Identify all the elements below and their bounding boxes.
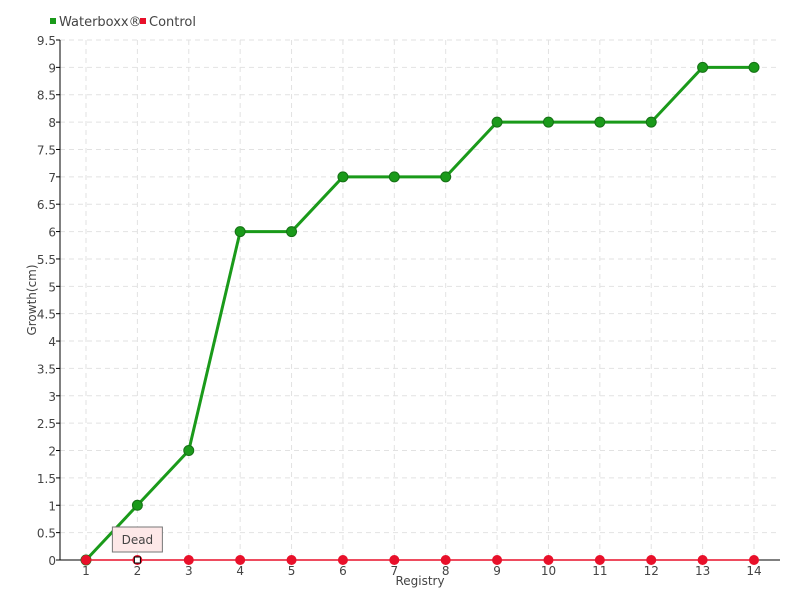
data-point xyxy=(646,555,657,565)
x-tick-label: 1 xyxy=(82,564,90,578)
data-point xyxy=(542,116,554,128)
y-tick-label: 4.5 xyxy=(37,308,56,322)
data-point xyxy=(440,171,452,183)
y-tick-label: 2 xyxy=(48,445,56,459)
x-tick-label: 7 xyxy=(390,564,398,578)
x-tick-label: 6 xyxy=(339,564,347,578)
y-tick-label: 9.5 xyxy=(37,34,56,48)
hover-marker xyxy=(133,556,141,564)
legend-label: Control xyxy=(149,15,196,30)
x-tick-label: 4 xyxy=(236,564,244,578)
y-tick-label: 6.5 xyxy=(37,198,56,212)
data-point xyxy=(491,116,503,128)
data-point xyxy=(389,555,400,565)
y-tick-label: 0 xyxy=(48,554,56,568)
data-point xyxy=(337,555,348,565)
y-tick-label: 0.5 xyxy=(37,527,56,541)
y-tick-label: 8 xyxy=(48,116,56,130)
x-tick-label: 3 xyxy=(185,564,193,578)
y-tick-label: 2.5 xyxy=(37,417,56,431)
x-tick-label: 8 xyxy=(442,564,450,578)
data-point xyxy=(543,555,554,565)
data-point xyxy=(131,499,143,511)
data-point xyxy=(748,61,760,73)
data-point xyxy=(492,555,503,565)
data-point xyxy=(645,116,657,128)
x-tick-label: 14 xyxy=(746,564,761,578)
x-axis-label: Registry xyxy=(395,574,444,588)
y-tick-label: 3 xyxy=(48,390,56,404)
y-tick-label: 8.5 xyxy=(37,89,56,103)
series-line xyxy=(84,65,754,562)
y-tick-label: 5 xyxy=(48,280,56,294)
data-point xyxy=(697,555,708,565)
y-tick-label: 4 xyxy=(48,335,56,349)
tooltip-box xyxy=(111,526,163,553)
data-point xyxy=(594,116,606,128)
data-point xyxy=(286,555,297,565)
data-point xyxy=(749,555,759,565)
y-tick-label: 1.5 xyxy=(37,472,56,486)
y-tick-label: 3.5 xyxy=(37,362,56,376)
data-point xyxy=(697,61,709,73)
data-point xyxy=(234,226,246,238)
y-tick-label: 7 xyxy=(48,171,56,185)
x-tick-label: 10 xyxy=(541,564,556,578)
data-point xyxy=(388,171,400,183)
y-tick-label: 7.5 xyxy=(37,143,56,157)
x-tick-label: 2 xyxy=(134,564,142,578)
x-tick-label: 11 xyxy=(592,564,607,578)
data-point xyxy=(183,445,195,457)
data-point xyxy=(594,555,605,565)
data-point xyxy=(81,555,91,565)
y-tick-label: 9 xyxy=(48,61,56,75)
x-tick-label: 9 xyxy=(493,564,501,578)
tooltip-text: Dead xyxy=(122,533,154,547)
x-tick-label: 12 xyxy=(644,564,659,578)
data-point xyxy=(235,555,246,565)
data-point xyxy=(286,226,298,238)
y-axis-label: Growth(cm) xyxy=(25,264,39,335)
data-point xyxy=(183,555,194,565)
legend-marker xyxy=(50,18,56,24)
data-point xyxy=(337,171,349,183)
legend-label: Waterboxx® xyxy=(59,15,142,30)
data-point xyxy=(440,555,451,565)
y-tick-label: 5.5 xyxy=(37,253,56,267)
x-tick-label: 13 xyxy=(695,564,710,578)
legend-marker xyxy=(140,18,146,24)
x-tick-label: 5 xyxy=(288,564,296,578)
y-tick-label: 1 xyxy=(48,499,56,513)
y-tick-label: 6 xyxy=(48,226,56,240)
